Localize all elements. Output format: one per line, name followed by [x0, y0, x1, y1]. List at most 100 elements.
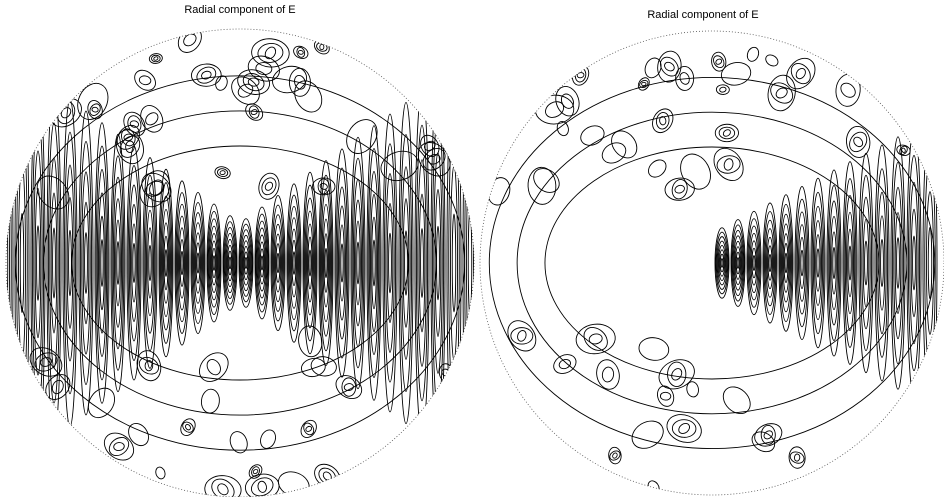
contour-line: [138, 75, 152, 86]
contour-line: [180, 250, 184, 276]
contour-line: [46, 87, 62, 439]
contour-line: [556, 120, 569, 137]
contour-line: [571, 64, 590, 86]
contour-line: [354, 199, 362, 327]
contour-line: [159, 182, 173, 344]
contour-line: [890, 136, 906, 390]
contour-line: [657, 385, 675, 407]
contour-line: [125, 140, 135, 153]
contour-line: [718, 244, 726, 282]
contour-line: [199, 352, 229, 382]
contour-panel: [487, 46, 938, 494]
contour-line: [298, 325, 323, 358]
contour-line: [399, 134, 413, 392]
contour-line: [319, 43, 325, 51]
contour-line: [555, 86, 580, 117]
contour-line: [722, 129, 731, 137]
contour-line: [113, 442, 125, 452]
contour-line: [795, 198, 809, 328]
contour-line: [686, 381, 699, 398]
contour-line: [323, 233, 329, 293]
contour-line: [257, 227, 267, 299]
contour-line: [830, 215, 838, 311]
contour-line: [123, 111, 146, 137]
contour-line: [229, 431, 248, 454]
contour-line: [828, 200, 840, 326]
contour-line: [302, 171, 318, 355]
contour-line: [34, 352, 58, 372]
contour-line: [751, 247, 757, 279]
contour-line: [664, 177, 695, 201]
contour-line: [110, 133, 126, 393]
contour-line: [336, 186, 348, 340]
contour-line: [6, 157, 10, 369]
contour-line: [174, 180, 190, 346]
contour-line: [200, 388, 220, 414]
contour-line: [438, 363, 454, 383]
contour-line: [131, 223, 137, 303]
contour-line: [264, 46, 277, 60]
contour-line: [678, 423, 690, 435]
contour-line: [241, 234, 251, 292]
panel-title: Radial component of E: [184, 4, 295, 16]
contour-line: [334, 148, 350, 378]
contour-line: [276, 252, 280, 274]
contour-line: [47, 122, 61, 404]
contour-line: [488, 76, 936, 450]
contour-line: [731, 224, 745, 302]
contour-line: [214, 166, 231, 180]
contour-line: [351, 157, 365, 369]
contour-line: [247, 77, 260, 87]
contour-line: [775, 87, 788, 99]
contour-line: [558, 358, 571, 370]
contour-line: [145, 112, 159, 126]
contour-line: [790, 63, 811, 85]
contour-line: [196, 252, 200, 274]
contour-line: [722, 386, 751, 415]
contour-line: [926, 191, 934, 335]
contour-line: [896, 237, 900, 289]
contour-line: [223, 221, 237, 305]
contour-line: [258, 234, 266, 292]
contour-line: [146, 209, 154, 317]
contour-line: [760, 425, 776, 445]
contour-line: [258, 241, 266, 285]
contour-line: [84, 232, 88, 294]
contour-line: [814, 220, 822, 306]
contour-line: [799, 237, 805, 289]
contour-line: [875, 168, 889, 358]
contour-line: [767, 74, 796, 112]
contour-line: [251, 477, 274, 497]
contour-line: [750, 240, 758, 286]
contour-line: [723, 158, 734, 171]
contour-line: [119, 135, 141, 158]
contour-line: [450, 164, 458, 362]
contour-line: [811, 191, 825, 335]
contour-line: [667, 361, 687, 387]
contour-line: [193, 222, 203, 304]
contour-line: [305, 425, 313, 432]
contour-line: [795, 67, 806, 80]
contour-line: [227, 250, 233, 276]
contour-line: [754, 423, 783, 447]
contour-line: [810, 177, 826, 349]
contour-line: [273, 223, 283, 303]
contour-line: [641, 81, 647, 87]
contour-line: [178, 227, 186, 299]
contour-line: [842, 161, 858, 365]
contour-line: [715, 58, 723, 65]
contour-line: [544, 146, 880, 380]
contour-line: [718, 126, 736, 140]
contour-line: [533, 168, 560, 193]
contour-line: [877, 191, 887, 335]
contour-line: [637, 77, 650, 91]
contour-line: [793, 453, 801, 462]
contour-line: [430, 78, 446, 448]
contour-line: [209, 225, 219, 301]
contour-line: [574, 67, 587, 83]
contour-line: [783, 243, 789, 283]
contour-line: [77, 82, 109, 120]
contour-line: [314, 463, 341, 489]
contour-line: [335, 167, 349, 359]
